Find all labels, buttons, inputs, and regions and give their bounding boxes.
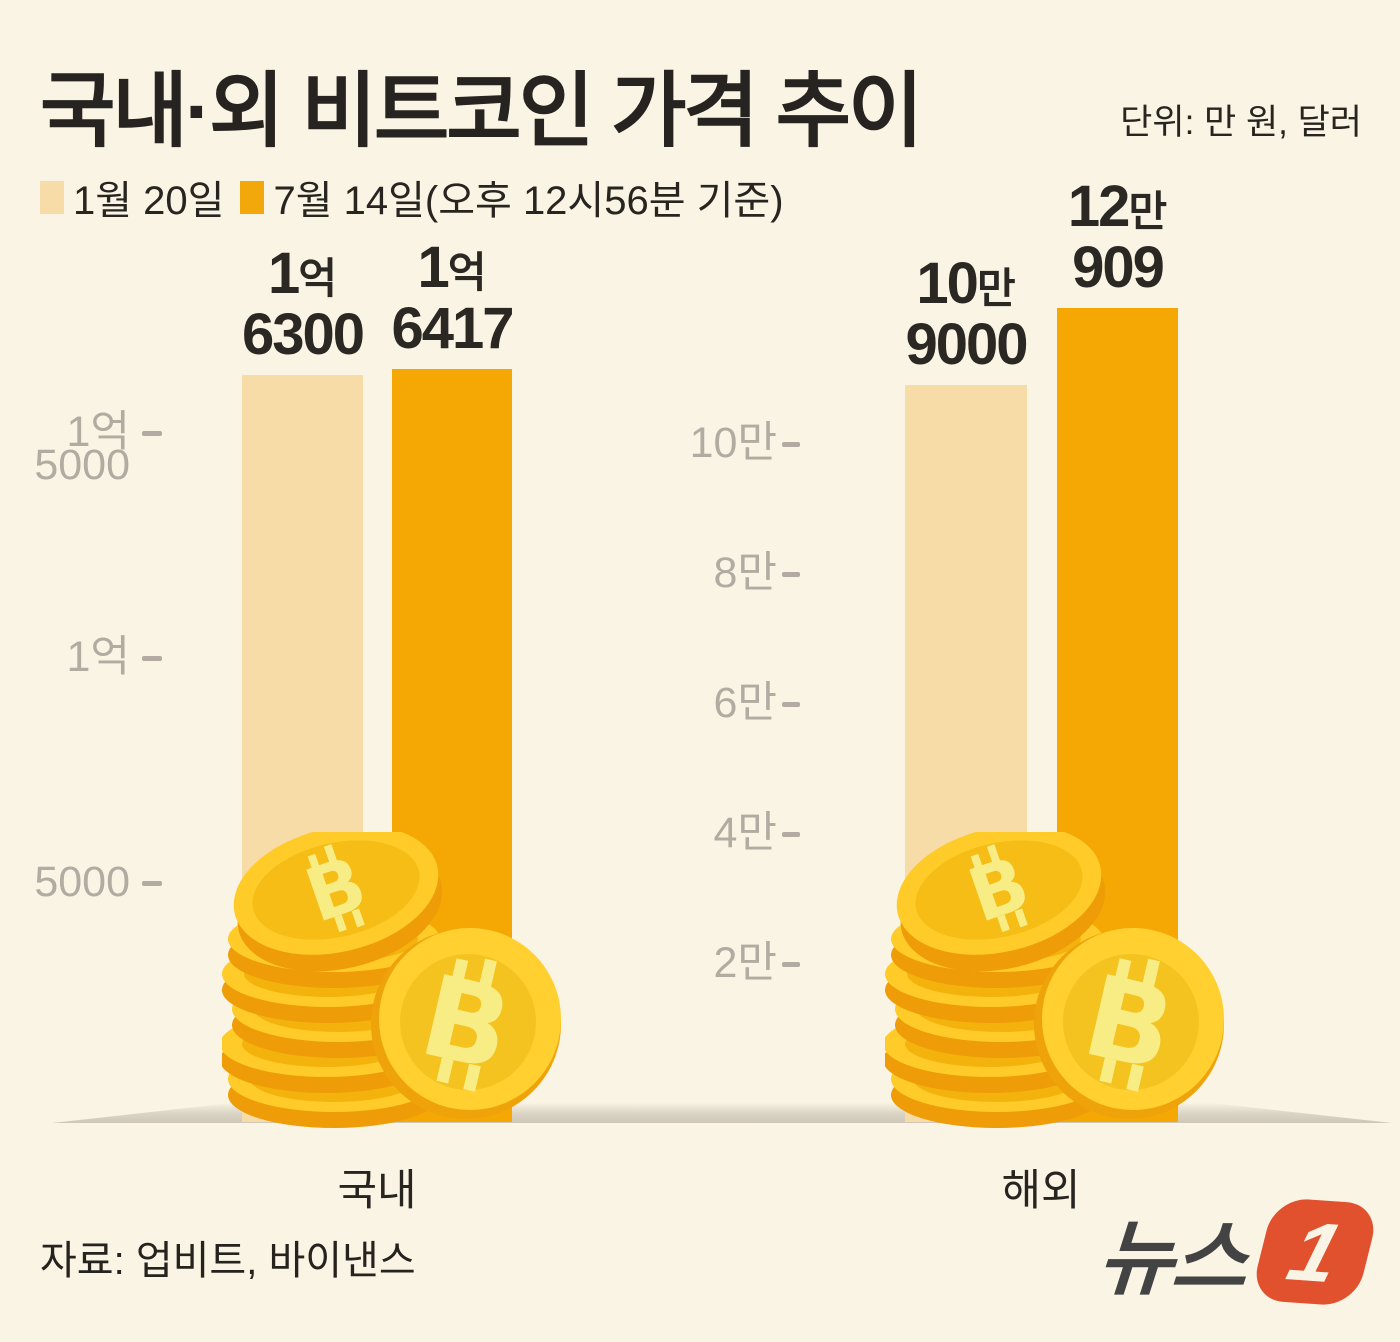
- y-tick-label: 8만: [713, 548, 777, 597]
- news1-logo: 뉴스 1: [1095, 1192, 1381, 1311]
- bitcoin-coin-stack-icon: [222, 832, 561, 1128]
- bar-value-label: 10만 9000: [905, 251, 1028, 377]
- bar-value-label: 1억 6417: [391, 235, 514, 362]
- legend-swatch-jul14: [240, 180, 265, 214]
- y-tick-mark: [782, 441, 800, 447]
- y-tick-label: 5000: [34, 858, 130, 906]
- y-tick-mark: [782, 701, 800, 707]
- legend-label-jul14: 7월 14일(오후 12시56분 기준): [273, 179, 784, 223]
- bar-value-label: 1억 6300: [241, 240, 365, 367]
- y-tick-mark: [142, 881, 162, 886]
- y-tick-label: 2만: [713, 938, 777, 987]
- page-title: 국내·외 비트코인 가격 추이: [40, 66, 923, 157]
- unit-note: 단위: 만 원, 달러: [1120, 103, 1362, 142]
- legend-label-jan20: 1월 20일: [73, 179, 225, 223]
- news1-logo-text: 뉴스: [1095, 1214, 1249, 1305]
- bar-value-label: 12만 909: [1067, 173, 1168, 300]
- y-tick-label: 1억 5000: [34, 408, 130, 489]
- y-tick-mark: [142, 656, 162, 661]
- y-tick-mark: [142, 431, 162, 436]
- bitcoin-coin-stack-icon: [885, 832, 1224, 1128]
- y-tick-label: 10만: [689, 418, 777, 467]
- category-label-overseas: 해외: [1001, 1167, 1081, 1215]
- y-tick-mark: [782, 831, 800, 837]
- y-tick-label: 4만: [713, 808, 777, 857]
- y-tick-label: 1억: [66, 633, 130, 681]
- category-label-domestic: 국내: [337, 1167, 417, 1215]
- news1-logo-digit: 1: [1278, 1203, 1352, 1300]
- news1-logo-badge: 1: [1249, 1196, 1381, 1307]
- source-note: 자료: 업비트, 바이낸스: [40, 1239, 416, 1283]
- legend: 1월 20일 7월 14일(오후 12시56분 기준): [40, 168, 794, 226]
- y-tick-label: 6만: [713, 678, 777, 727]
- y-tick-mark: [782, 571, 800, 577]
- legend-swatch-jan20: [40, 180, 64, 214]
- y-tick-mark: [782, 961, 800, 967]
